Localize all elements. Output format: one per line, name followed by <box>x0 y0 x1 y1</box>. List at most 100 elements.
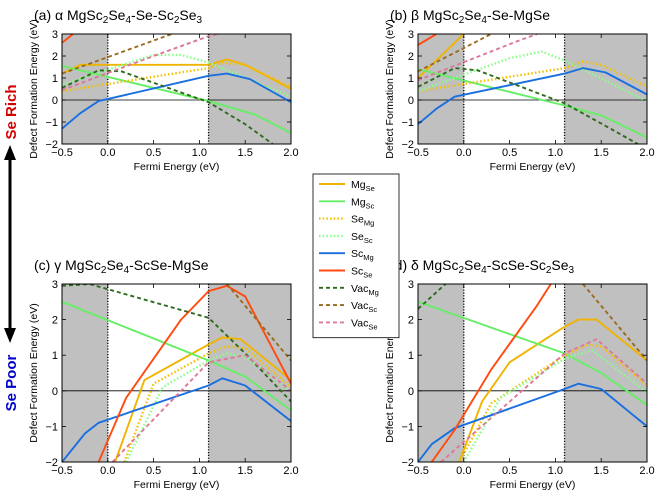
y-tick-label: 1 <box>408 350 414 362</box>
legend-entry: ScMg <box>351 248 374 262</box>
arrow-down-head <box>4 328 16 343</box>
y-tick-label: −1 <box>401 117 414 129</box>
y-tick-label: 0 <box>52 386 58 398</box>
x-tick-label: 0.0 <box>456 465 471 477</box>
series-vacse <box>440 338 647 462</box>
series-vacse <box>62 34 218 91</box>
x-tick-label: 1.5 <box>238 465 253 477</box>
valence-band-shade <box>62 34 108 144</box>
series-scse <box>97 284 291 462</box>
series-sesc <box>418 50 647 103</box>
series-scse <box>430 284 552 462</box>
x-tick-label: 1.0 <box>548 465 563 477</box>
x-axis-label: Fermi Energy (eV) <box>134 161 220 173</box>
series-group <box>418 284 647 462</box>
x-tick-label: −0.5 <box>51 147 73 159</box>
panel-title: (b) β MgSc2​Se4​-Se-MgSe <box>390 7 550 26</box>
plot-frame <box>61 283 292 463</box>
x-tick-label: 0.0 <box>456 147 471 159</box>
y-tick-label: −2 <box>45 457 58 469</box>
conduction-band-shade <box>208 284 291 462</box>
series-vacmg <box>62 69 274 144</box>
se-poor-label: Se Poor <box>3 354 20 411</box>
y-tick-label: 3 <box>408 279 414 291</box>
series-vacse <box>111 354 291 462</box>
series-semg <box>123 345 291 462</box>
y-tick-label: 2 <box>408 315 414 327</box>
x-tick-label: 0.5 <box>502 147 517 159</box>
legend-entry: VacMg <box>351 283 379 297</box>
series-sesc <box>62 53 291 98</box>
se-richness-annotation: Se Rich Se Poor <box>3 84 20 411</box>
x-tick-label: 0.0 <box>100 147 115 159</box>
x-tick-label: 0.5 <box>146 147 161 159</box>
x-tick-label: 0.0 <box>100 465 115 477</box>
y-tick-label: 3 <box>52 29 58 41</box>
series-semg <box>62 61 291 93</box>
x-tick-label: 0.5 <box>502 465 517 477</box>
series-vacse <box>418 34 538 82</box>
y-axis-label: Defect Formation Energy (eV) <box>384 303 396 442</box>
series-scmg <box>418 382 647 462</box>
legend-entry: ScSe <box>351 266 372 280</box>
y-tick-label: 1 <box>408 73 414 85</box>
legend-entry: MgSc <box>351 196 375 210</box>
x-tick-label: −0.5 <box>51 465 73 477</box>
y-tick-label: −2 <box>45 139 58 151</box>
series-vacsc <box>226 284 291 362</box>
series-group <box>418 34 647 144</box>
legend-entry: VacSe <box>351 317 378 331</box>
plot-frame <box>417 33 648 145</box>
valence-band-shade <box>418 284 464 462</box>
conduction-band-shade <box>564 34 647 144</box>
series-mgsc <box>62 300 291 412</box>
series-scmg <box>62 72 291 130</box>
x-tick-label: 1.0 <box>548 147 563 159</box>
y-tick-label: 3 <box>408 29 414 41</box>
panel-title: (c) γ MgSc2​Se4​-ScSe-MgSe <box>34 257 209 276</box>
legend-entry: SeMg <box>351 214 374 228</box>
y-axis-label: Defect Formation Energy (eV) <box>28 19 40 158</box>
y-tick-label: 3 <box>52 279 58 291</box>
x-axis-label: Fermi Energy (eV) <box>134 479 220 491</box>
panel-3: −0.5 0.0 0.5 1.0 1.5 2.0 −2 −1 0 1 2 3 Fermi Energy … <box>28 257 299 491</box>
plot-frame <box>417 283 648 463</box>
conduction-band-shade <box>564 284 647 462</box>
y-tick-label: 2 <box>408 51 414 63</box>
panel-title: (a) α MgSc2​Se4​-Se-Sc2​Se3​ <box>34 7 203 26</box>
series-group <box>62 34 291 144</box>
y-tick-label: 0 <box>408 386 414 398</box>
legend-entry: SeSc <box>351 231 373 245</box>
series-semg <box>418 60 647 93</box>
panel-1: −0.5 0.0 0.5 1.0 1.5 2.0 −2 −1 0 1 2 3 Fermi Energy … <box>28 7 299 173</box>
series-mgse <box>62 58 291 90</box>
series-group <box>62 284 291 462</box>
series-mgsc <box>418 300 647 406</box>
se-rich-label: Se Rich <box>3 84 20 139</box>
panel-4: −0.5 0.0 0.5 1.0 1.5 2.0 −2 −1 0 1 2 3 Fermi Energy … <box>384 257 655 491</box>
legend: MgSe MgSc SeMg SeSc ScMg ScSe VacMg VacSc VacSe <box>312 173 400 339</box>
series-mgsc <box>62 64 291 134</box>
y-tick-label: 1 <box>52 350 58 362</box>
x-tick-label: 2.0 <box>639 147 654 159</box>
plot-frame <box>61 33 292 145</box>
series-scse <box>418 34 437 46</box>
series-vacsc <box>62 34 173 75</box>
series-mgse <box>114 336 291 462</box>
x-tick-label: 0.5 <box>146 465 161 477</box>
y-tick-label: −1 <box>401 421 414 433</box>
y-tick-label: −1 <box>45 421 58 433</box>
x-tick-label: 1.0 <box>192 465 207 477</box>
y-tick-label: 0 <box>52 95 58 107</box>
series-semg <box>458 343 647 462</box>
x-tick-label: 1.0 <box>192 147 207 159</box>
x-axis-label: Fermi Energy (eV) <box>490 161 576 173</box>
x-tick-label: −0.5 <box>407 465 429 477</box>
y-tick-label: −2 <box>401 139 414 151</box>
x-tick-label: 1.5 <box>238 147 253 159</box>
series-scmg <box>62 377 291 462</box>
series-mgse <box>458 318 647 462</box>
arrow-up-head <box>4 145 16 160</box>
y-axis-label: Defect Formation Energy (eV) <box>384 19 396 158</box>
